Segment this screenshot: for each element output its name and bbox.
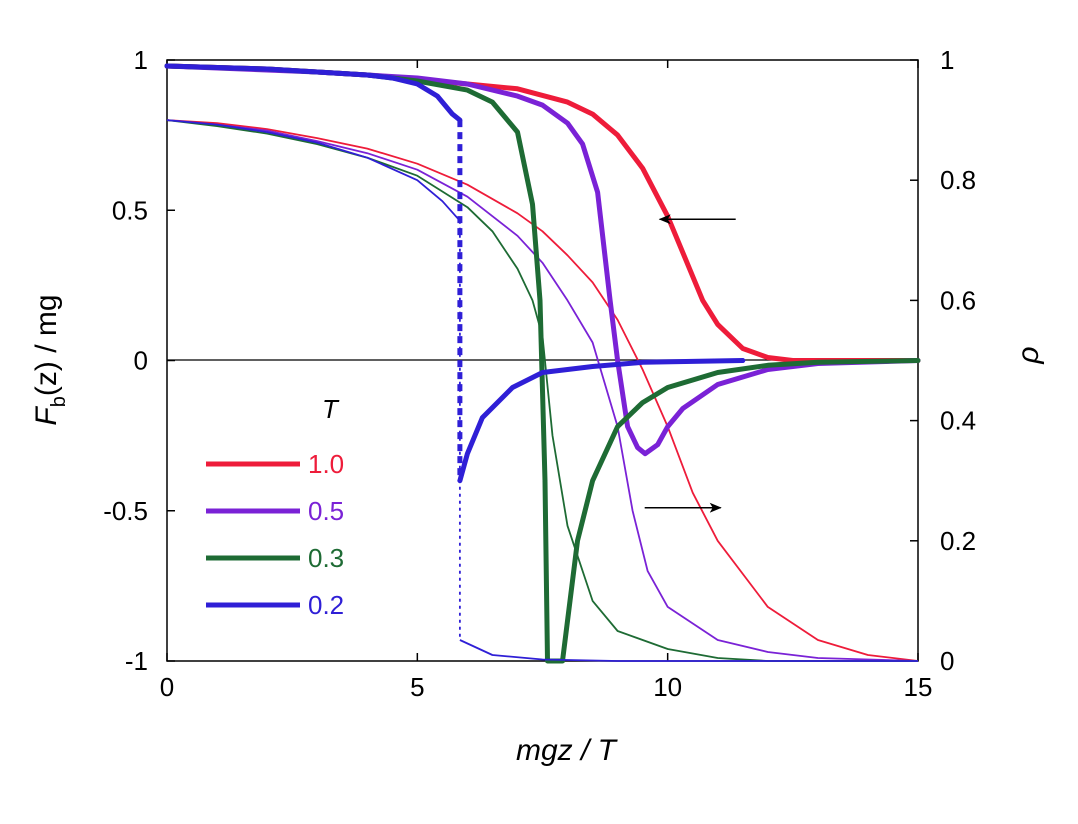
x-tick-label: 15 xyxy=(904,672,933,702)
density-curve-T-0-3 xyxy=(164,63,921,664)
legend-label-T-1-0: 1.0 xyxy=(308,449,344,479)
x-axis-title: mgz / T xyxy=(516,734,619,767)
density-curve-T-0-5 xyxy=(164,63,921,457)
left-y-axis: 1 0.5 0 -0.5 -1 xyxy=(103,45,175,676)
x-tick-label: 0 xyxy=(160,672,174,702)
legend-label-T-0-3: 0.3 xyxy=(308,543,344,573)
right-y-tick-label: 0.8 xyxy=(940,165,976,195)
curves xyxy=(164,63,921,664)
x-axis: 0 5 10 15 xyxy=(160,60,933,702)
legend: T 1.0 0.5 0.3 0.2 xyxy=(206,394,344,620)
right-y-tick-label: 0 xyxy=(940,646,954,676)
force-curve-T-0-3 xyxy=(166,119,918,662)
right-y-tick-label: 0.6 xyxy=(940,285,976,315)
right-y-tick-label: 0.4 xyxy=(940,406,976,436)
right-y-tick-label: 0.2 xyxy=(940,526,976,556)
left-y-tick-label: 1 xyxy=(134,45,148,75)
legend-label-T-0-5: 0.5 xyxy=(308,496,344,526)
force-curve-T-0-2 xyxy=(166,119,918,662)
left-y-tick-label: -0.5 xyxy=(103,496,148,526)
legend-title: T xyxy=(322,394,340,424)
right-y-axis-title: ρ xyxy=(1012,346,1045,364)
left-y-tick-label: 0.5 xyxy=(112,195,148,225)
legend-label-T-0-2: 0.2 xyxy=(308,590,344,620)
annotations xyxy=(644,214,736,513)
right-y-axis: 1 0.8 0.6 0.4 0.2 0 xyxy=(910,45,976,676)
density-curve-T-0-2 xyxy=(164,63,746,484)
left-y-tick-label: 0 xyxy=(134,346,148,376)
force-curve-T-1-0 xyxy=(166,119,919,662)
force-curve-T-0-5 xyxy=(166,119,919,662)
x-tick-label: 10 xyxy=(653,672,682,702)
left-y-axis-title: Fb(z) / mg xyxy=(30,294,70,425)
x-tick-label: 5 xyxy=(410,672,424,702)
right-y-tick-label: 1 xyxy=(940,45,954,75)
left-y-tick-label: -1 xyxy=(125,646,148,676)
